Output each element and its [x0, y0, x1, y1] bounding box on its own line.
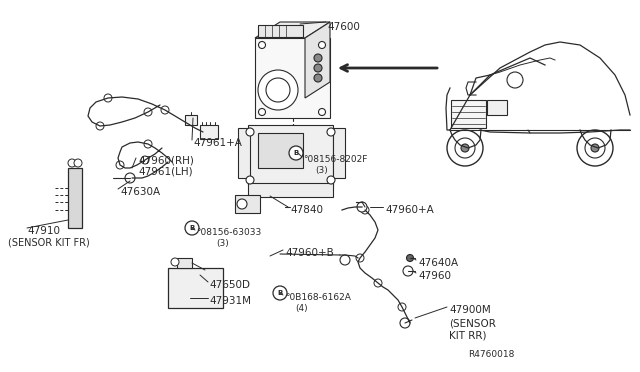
Polygon shape [255, 22, 330, 38]
Circle shape [327, 128, 335, 136]
Circle shape [116, 161, 124, 169]
Text: °08156-8202F: °08156-8202F [303, 155, 367, 164]
Circle shape [319, 109, 326, 115]
Text: 47640A: 47640A [418, 258, 458, 268]
Bar [258, 25, 303, 37]
Text: (SENSOR: (SENSOR [449, 318, 496, 328]
Bar [451, 100, 486, 128]
Text: 47960+A: 47960+A [385, 205, 434, 215]
Text: °0B168-6162A: °0B168-6162A [285, 293, 351, 302]
Text: 47931M: 47931M [209, 296, 251, 306]
Circle shape [161, 106, 169, 114]
Circle shape [507, 72, 523, 88]
Circle shape [125, 173, 135, 183]
Circle shape [289, 146, 303, 160]
Circle shape [144, 140, 152, 148]
Text: 47600: 47600 [327, 22, 360, 32]
Text: R4760018: R4760018 [468, 350, 515, 359]
Circle shape [406, 254, 413, 262]
Text: 47960+B: 47960+B [285, 248, 333, 258]
Circle shape [74, 159, 82, 167]
Circle shape [461, 144, 469, 152]
Text: 47910: 47910 [27, 226, 60, 236]
Circle shape [171, 258, 179, 266]
Bar [177, 258, 192, 268]
Circle shape [585, 138, 605, 158]
Circle shape [398, 303, 406, 311]
Circle shape [314, 74, 322, 82]
Bar [168, 268, 223, 308]
Bar [248, 125, 333, 185]
Circle shape [246, 128, 254, 136]
Text: 47961+A: 47961+A [193, 138, 242, 148]
Bar [487, 100, 507, 115]
Text: B: B [189, 225, 195, 231]
Circle shape [591, 144, 599, 152]
Text: B: B [293, 150, 299, 156]
Bar [333, 128, 345, 178]
Circle shape [577, 130, 613, 166]
Text: (3): (3) [315, 166, 328, 175]
Circle shape [400, 318, 410, 328]
Circle shape [319, 42, 326, 48]
Bar [235, 195, 260, 213]
Circle shape [246, 176, 254, 184]
Circle shape [455, 138, 475, 158]
Circle shape [96, 122, 104, 130]
Text: B: B [277, 290, 283, 296]
Bar [200, 125, 218, 139]
Text: 47960: 47960 [418, 271, 451, 281]
Circle shape [314, 64, 322, 72]
Text: 47630A: 47630A [120, 187, 160, 197]
Text: (SENSOR KIT FR): (SENSOR KIT FR) [8, 237, 90, 247]
Bar [238, 128, 250, 178]
Circle shape [104, 94, 112, 102]
Bar [248, 183, 333, 197]
Circle shape [273, 286, 287, 300]
Polygon shape [305, 22, 330, 98]
Circle shape [258, 70, 298, 110]
Circle shape [327, 176, 335, 184]
Text: 47840: 47840 [290, 205, 323, 215]
Circle shape [259, 109, 266, 115]
Circle shape [266, 78, 290, 102]
Circle shape [356, 254, 364, 262]
Circle shape [357, 202, 367, 212]
Text: 47960(RH): 47960(RH) [138, 155, 194, 165]
Text: (3): (3) [216, 239, 228, 248]
Circle shape [185, 221, 199, 235]
Bar [255, 38, 330, 118]
Text: (4): (4) [295, 304, 308, 313]
Circle shape [144, 108, 152, 116]
Circle shape [447, 130, 483, 166]
Circle shape [237, 199, 247, 209]
Text: 47961(LH): 47961(LH) [138, 166, 193, 176]
Bar [258, 133, 303, 168]
Circle shape [340, 255, 350, 265]
Bar [185, 115, 197, 125]
Circle shape [259, 42, 266, 48]
Circle shape [314, 54, 322, 62]
Circle shape [403, 266, 413, 276]
Text: KIT RR): KIT RR) [449, 330, 486, 340]
Circle shape [68, 159, 76, 167]
Circle shape [361, 206, 369, 214]
Bar [68, 168, 82, 228]
Circle shape [141, 156, 149, 164]
Text: 47650D: 47650D [209, 280, 250, 290]
Circle shape [374, 279, 382, 287]
Text: 47900M: 47900M [449, 305, 491, 315]
Text: °08156-63033: °08156-63033 [196, 228, 261, 237]
